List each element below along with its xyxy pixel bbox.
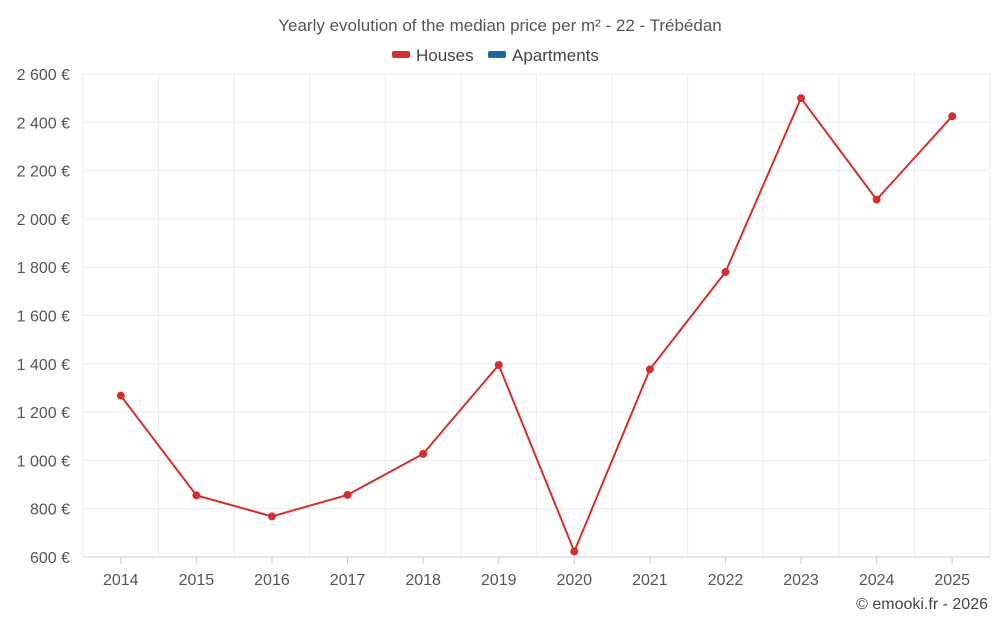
legend-label-apartments: Apartments: [512, 46, 599, 65]
y-tick-label: 1 200 €: [17, 405, 70, 422]
x-tick-label: 2015: [179, 572, 215, 589]
data-point-houses-2018[interactable]: [419, 449, 428, 458]
x-tick-label: 2025: [934, 572, 970, 589]
y-tick-label: 1 600 €: [17, 309, 70, 326]
legend-label-houses: Houses: [416, 46, 474, 65]
x-tick-label: 2022: [708, 572, 744, 589]
y-tick-label: 2 400 €: [17, 115, 70, 132]
y-tick-label: 2 000 €: [17, 212, 70, 229]
x-tick-label: 2014: [103, 572, 139, 589]
legend-item-apartments[interactable]: Apartments: [488, 46, 599, 65]
chart-title: Yearly evolution of the median price per…: [278, 16, 722, 35]
legend-swatch-apartments: [488, 51, 506, 58]
x-tick-label: 2024: [859, 572, 895, 589]
y-tick-label: 600 €: [30, 550, 70, 567]
y-tick-label: 1 400 €: [17, 357, 70, 374]
data-point-houses-2016[interactable]: [267, 512, 276, 521]
data-point-houses-2025[interactable]: [948, 112, 957, 121]
x-tick-label: 2016: [254, 572, 290, 589]
legend: Houses Apartments: [392, 46, 599, 65]
axes: 600 € 800 € 1 000 € 1 200 € 1 400 € 1 600 € 1 …: [17, 67, 990, 589]
gridlines: [82, 73, 991, 557]
data-point-houses-2019[interactable]: [494, 361, 503, 370]
x-tick-label: 2020: [556, 572, 592, 589]
series-area: [116, 94, 957, 556]
y-tick-label: 800 €: [30, 502, 70, 519]
x-tick-label: 2023: [783, 572, 819, 589]
y-tick-label: 2 200 €: [17, 164, 70, 181]
legend-item-houses[interactable]: Houses: [392, 46, 474, 65]
x-tick-label: 2017: [330, 572, 366, 589]
data-point-houses-2020[interactable]: [570, 547, 579, 556]
x-tick-label: 2018: [405, 572, 441, 589]
y-tick-label: 2 600 €: [17, 67, 70, 84]
data-point-houses-2021[interactable]: [645, 365, 654, 374]
x-tick-label: 2019: [481, 572, 517, 589]
credit-text: © emooki.fr - 2026: [856, 596, 988, 613]
y-tick-label: 1 800 €: [17, 260, 70, 277]
series-line-houses: [120, 97, 953, 553]
x-tick-label: 2021: [632, 572, 668, 589]
data-point-houses-2014[interactable]: [116, 391, 125, 400]
legend-swatch-houses: [392, 51, 410, 58]
data-point-houses-2015[interactable]: [192, 491, 201, 500]
y-tick-label: 1 000 €: [17, 453, 70, 470]
data-point-houses-2017[interactable]: [343, 490, 352, 499]
data-point-houses-2023[interactable]: [797, 94, 806, 103]
data-point-houses-2024[interactable]: [872, 195, 881, 204]
data-point-houses-2022[interactable]: [721, 268, 730, 277]
